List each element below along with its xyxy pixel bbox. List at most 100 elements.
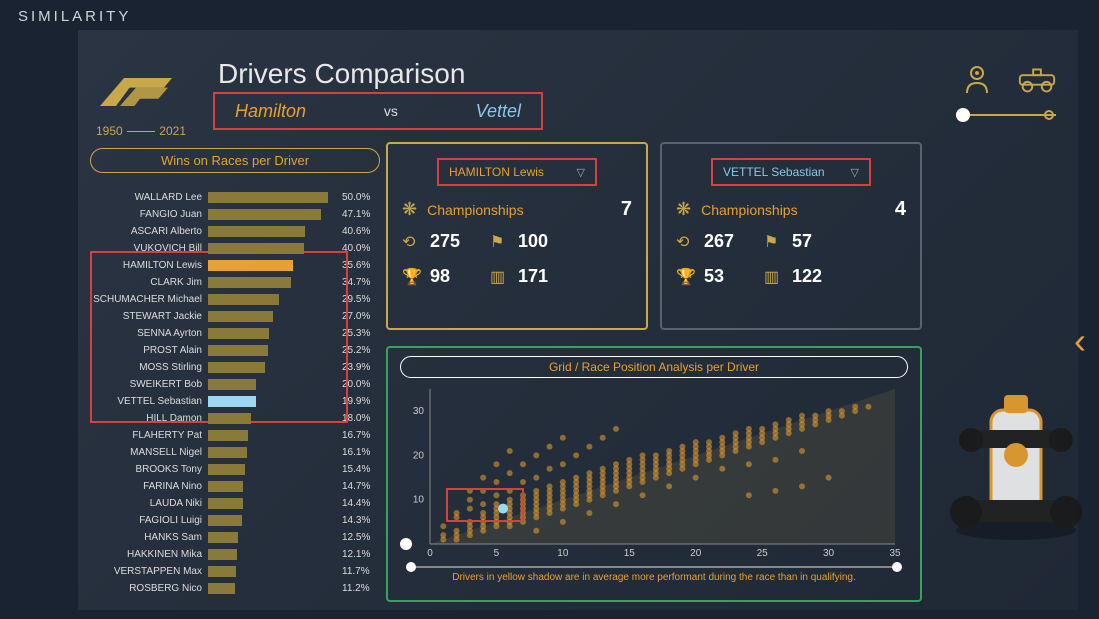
bar-driver-name: SWEIKERT Bob [90,379,208,390]
bar-value: 12.5% [342,532,370,543]
bar-row[interactable]: CLARK Jim34.7% [90,274,380,291]
bar-row[interactable]: VERSTAPPEN Max11.7% [90,563,380,580]
bar-value: 14.4% [342,498,370,509]
driver1-select[interactable]: HAMILTON Lewis ▽ [437,158,597,186]
podiums-value: 171 [518,266,578,287]
scatter-title: Grid / Race Position Analysis per Driver [400,356,908,378]
bar-driver-name: FANGIO Juan [90,209,208,220]
wins-value: 57 [792,231,852,252]
bar-driver-name: MOSS Stirling [90,362,208,373]
bar-row[interactable]: FARINA Nino 14.7% [90,478,380,495]
f1-logo: 1950 2021 [96,65,196,145]
bar-driver-name: FARINA Nino [90,481,208,492]
bar-value: 19.9% [342,396,370,407]
bar-driver-name: PROST Alain [90,345,208,356]
car-view-icon[interactable] [1016,58,1058,100]
bar-row[interactable]: BROOKS Tony15.4% [90,461,380,478]
bar-driver-name: VUKOVICH Bill [90,243,208,254]
track-icon: ⟲ [676,232,704,252]
bar-row[interactable]: SENNA Ayrton25.3% [90,325,380,342]
bar-row[interactable]: HAKKINEN Mika 12.1% [90,546,380,563]
bar-driver-name: BROOKS Tony [90,464,208,475]
bar-row[interactable]: PROST Alain25.2% [90,342,380,359]
bar-row[interactable]: HILL Damon18.0% [90,410,380,427]
bar-chart-title: Wins on Races per Driver [90,148,380,173]
bar-row[interactable]: VUKOVICH Bill40.0% [90,240,380,257]
bar-value: 14.7% [342,481,370,492]
next-page-arrow[interactable]: ‹ [1074,320,1086,362]
svg-text:10: 10 [557,548,569,559]
driver2-select[interactable]: VETTEL Sebastian ▽ [711,158,871,186]
vs-label: vs [384,103,398,119]
bar-row[interactable]: FANGIO Juan 47.1% [90,206,380,223]
flag-icon: ⚑ [490,232,518,252]
bar-driver-name: LAUDA Niki [90,498,208,509]
bar-row[interactable]: STEWART Jackie 27.0% [90,308,380,325]
driver1-select-label: HAMILTON Lewis [449,165,544,179]
bar-driver-name: STEWART Jackie [90,311,208,322]
bar-driver-name: WALLARD Lee [90,192,208,203]
trophy-icon: 🏆 [402,267,430,287]
track-icon: ⟲ [402,232,430,252]
bar-row[interactable]: FAGIOLI Luigi14.3% [90,512,380,529]
bar-row[interactable]: ASCARI Alberto40.6% [90,223,380,240]
svg-text:0: 0 [427,548,433,559]
bar-row[interactable]: WALLARD Lee 50.0% [90,189,380,206]
bar-driver-name: SENNA Ayrton [90,328,208,339]
driver2-stats-card: VETTEL Sebastian ▽ ❋ Championships 4 ⟲ 2… [660,142,922,330]
bar-value: 16.7% [342,430,370,441]
bar-value: 20.0% [342,379,370,390]
bar-value: 27.0% [342,311,370,322]
bar-value: 47.1% [342,209,370,220]
watermark: SIMILARITY [18,8,131,25]
driver2-name: Vettel [476,101,521,122]
x-range-slider[interactable] [406,566,900,568]
bar-value: 40.6% [342,226,370,237]
bar-row[interactable]: MANSELL Nigel16.1% [90,444,380,461]
bar-row[interactable]: VETTEL Sebastian19.9% [90,393,380,410]
bar-value: 23.9% [342,362,370,373]
bar-row[interactable]: LAUDA Niki 14.4% [90,495,380,512]
driver1-stats-card: HAMILTON Lewis ▽ ❋ Championships 7 ⟲ 275… [386,142,648,330]
scatter-panel: Grid / Race Position Analysis per Driver… [386,346,922,602]
bar-driver-name: HAKKINEN Mika [90,549,208,560]
bar-row[interactable]: MOSS Stirling 23.9% [90,359,380,376]
chevron-down-icon: ▽ [851,166,859,179]
bar-row[interactable]: SWEIKERT Bob 20.0% [90,376,380,393]
bar-driver-name: HILL Damon [90,413,208,424]
poles-value: 98 [430,266,490,287]
f1-car-image [936,380,1096,550]
driver-view-icon[interactable] [956,58,998,100]
bar-value: 16.1% [342,447,370,458]
bar-row[interactable]: HAMILTON Lewis 35.6% [90,257,380,274]
chevron-down-icon: ▽ [577,166,585,179]
svg-text:30: 30 [823,548,835,559]
bar-row[interactable]: FLAHERTY Pat16.7% [90,427,380,444]
podiums-value: 122 [792,266,852,287]
bar-value: 50.0% [342,192,370,203]
svg-text:35: 35 [889,548,900,559]
bar-driver-name: HAMILTON Lewis [90,260,208,271]
podium-icon: ▥ [764,267,792,287]
trophy-icon: 🏆 [676,267,704,287]
laurel-icon: ❋ [676,199,691,220]
bar-row[interactable]: HANKS Sam12.5% [90,529,380,546]
comparison-header: Hamilton vs Vettel [213,92,543,130]
view-toggle-slider[interactable] [956,108,1056,114]
bar-value: 12.1% [342,549,370,560]
dashboard-main: 1950 2021 Drivers Comparison Hamilton vs… [78,30,1078,610]
bar-value: 35.6% [342,260,370,271]
races-value: 267 [704,231,764,252]
svg-text:5: 5 [494,548,500,559]
flag-icon: ⚑ [764,232,792,252]
svg-text:25: 25 [757,548,769,559]
podium-icon: ▥ [490,267,518,287]
bar-row[interactable]: SCHUMACHER Michael29.5% [90,291,380,308]
page-title: Drivers Comparison [218,58,465,90]
driver2-select-label: VETTEL Sebastian [723,165,825,179]
driver1-name: Hamilton [235,101,306,122]
bar-row[interactable]: ROSBERG Nico11.2% [90,580,380,597]
svg-text:15: 15 [624,548,636,559]
bar-driver-name: VERSTAPPEN Max [90,566,208,577]
bar-value: 34.7% [342,277,370,288]
